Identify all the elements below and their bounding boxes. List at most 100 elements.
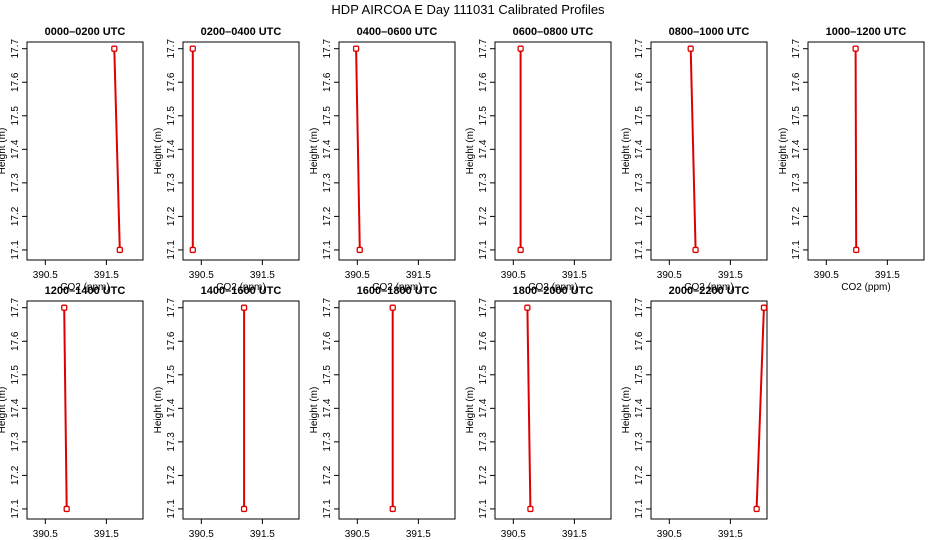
x-tick-label: 390.5 — [657, 529, 682, 540]
y-tick-label: 17.1 — [166, 499, 177, 519]
y-tick-label: 17.2 — [634, 465, 645, 485]
y-tick-label: 17.3 — [322, 173, 333, 193]
x-tick-label: 390.5 — [345, 529, 370, 540]
plot-frame — [494, 300, 612, 520]
profile-line — [63, 307, 68, 509]
x-tick-label: 390.5 — [501, 529, 526, 540]
plot-frame — [338, 300, 456, 520]
y-tick-label: 17.3 — [634, 432, 645, 452]
y-tick-label: 17.6 — [478, 72, 489, 92]
y-tick-label: 17.5 — [634, 106, 645, 126]
y-tick-label: 17.1 — [634, 240, 645, 260]
profile-point — [852, 45, 859, 52]
profile-point — [63, 505, 70, 513]
y-tick-label: 17.6 — [10, 72, 21, 92]
y-tick-label: 17.3 — [166, 173, 177, 193]
y-tick-label: 17.7 — [634, 298, 645, 318]
y-tick-label: 17.7 — [634, 39, 645, 59]
y-axis-label: Height (m) — [778, 128, 789, 175]
profile-line — [755, 307, 765, 509]
y-axis-label: Height (m) — [465, 387, 476, 434]
y-tick-label: 17.4 — [634, 398, 645, 418]
y-tick-label: 17.3 — [791, 173, 802, 193]
y-tick-label: 17.6 — [166, 331, 177, 351]
plot-frame — [182, 300, 300, 520]
y-tick-label: 17.6 — [634, 331, 645, 351]
x-tick-label: 391.5 — [94, 529, 119, 540]
x-tick-label: 391.5 — [250, 270, 275, 281]
panel-8: 1400–1600 UTC 17.1 17.2 17.3 17.4 17.5 17.6 17.… — [153, 285, 300, 540]
panel-title: 1000–1200 UTC — [826, 26, 907, 38]
profile-point — [692, 246, 699, 254]
panel-10: 1800–2000 UTC 17.1 17.2 17.3 17.4 17.5 17.6 17.… — [465, 285, 612, 540]
y-tick-label: 17.1 — [322, 499, 333, 519]
y-tick-label: 17.2 — [166, 465, 177, 485]
profile-line — [689, 48, 697, 250]
plot-frame — [650, 41, 768, 261]
x-axis-label: CO2 (ppm) — [216, 282, 265, 293]
profile-point — [189, 246, 196, 254]
x-axis-label: CO2 (ppm) — [841, 282, 890, 293]
y-tick-label: 17.4 — [322, 139, 333, 159]
y-tick-label: 17.1 — [166, 240, 177, 260]
x-tick-label: 390.5 — [814, 270, 839, 281]
panel-11: 2000–2200 UTC 17.1 17.2 17.3 17.4 17.5 17.6 17.… — [621, 285, 768, 540]
profile-point — [356, 246, 363, 254]
y-tick-label: 17.5 — [634, 365, 645, 385]
y-tick-label: 17.5 — [791, 106, 802, 126]
panel-9: 1600–1800 UTC 17.1 17.2 17.3 17.4 17.5 17.6 17.… — [309, 285, 456, 540]
panel-title: 0000–0200 UTC — [45, 26, 126, 38]
y-tick-label: 17.4 — [478, 139, 489, 159]
y-axis-label: Height (m) — [153, 387, 164, 434]
x-axis-label: CO2 (ppm) — [684, 282, 733, 293]
y-tick-label: 17.1 — [322, 240, 333, 260]
x-tick-label: 391.5 — [94, 270, 119, 281]
x-tick-label: 390.5 — [657, 270, 682, 281]
y-tick-label: 17.1 — [791, 240, 802, 260]
figure-title: HDP AIRCOA E Day 111031 Calibrated Profi… — [331, 2, 605, 17]
x-tick-label: 391.5 — [718, 529, 743, 540]
y-tick-label: 17.4 — [10, 398, 21, 418]
y-tick-label: 17.6 — [791, 72, 802, 92]
y-tick-label: 17.7 — [791, 39, 802, 59]
profile-point — [517, 246, 524, 254]
plot-frame — [650, 300, 768, 520]
x-tick-label: 390.5 — [33, 529, 58, 540]
plot-frame — [182, 41, 300, 261]
y-tick-label: 17.6 — [634, 72, 645, 92]
plot-frame — [26, 300, 144, 520]
y-tick-label: 17.3 — [478, 173, 489, 193]
plot-frame — [338, 41, 456, 261]
y-tick-label: 17.6 — [478, 331, 489, 351]
x-tick-label: 390.5 — [501, 270, 526, 281]
x-tick-label: 390.5 — [189, 529, 214, 540]
y-tick-label: 17.2 — [322, 206, 333, 226]
profile-point — [389, 304, 396, 311]
panel-title: 0200–0400 UTC — [201, 26, 282, 38]
panel-1: 0000–0200 UTC 17.1 17.2 17.3 17.4 17.5 17.6 17.… — [0, 26, 144, 293]
panel-7: 1200–1400 UTC 17.1 17.2 17.3 17.4 17.5 17.6 17.… — [0, 285, 144, 540]
panel-4: 0600–0800 UTC 17.1 17.2 17.3 17.4 17.5 17.6 17.… — [465, 26, 612, 293]
x-tick-label: 391.5 — [406, 270, 431, 281]
y-tick-label: 17.6 — [166, 72, 177, 92]
y-tick-label: 17.4 — [478, 398, 489, 418]
y-tick-label: 17.4 — [10, 139, 21, 159]
panel-3: 0400–0600 UTC 17.1 17.2 17.3 17.4 17.5 17.6 17.… — [309, 26, 456, 293]
y-tick-label: 17.2 — [791, 206, 802, 226]
y-tick-label: 17.4 — [166, 398, 177, 418]
x-axis-label: CO2 (ppm) — [372, 282, 421, 293]
y-tick-label: 17.2 — [10, 206, 21, 226]
y-tick-label: 17.4 — [634, 139, 645, 159]
profile-point — [853, 246, 860, 254]
x-axis-label: CO2 (ppm) — [60, 282, 109, 293]
panel-title: 1400–1600 UTC — [201, 285, 282, 297]
x-tick-label: 391.5 — [875, 270, 900, 281]
y-tick-label: 17.2 — [478, 465, 489, 485]
profile-point — [240, 304, 248, 311]
panel-6: 1000–1200 UTC 17.1 17.2 17.3 17.4 17.5 17.6 17.… — [778, 26, 925, 293]
y-tick-label: 17.1 — [634, 499, 645, 519]
y-axis-label: Height (m) — [621, 387, 632, 434]
y-tick-label: 17.1 — [478, 499, 489, 519]
